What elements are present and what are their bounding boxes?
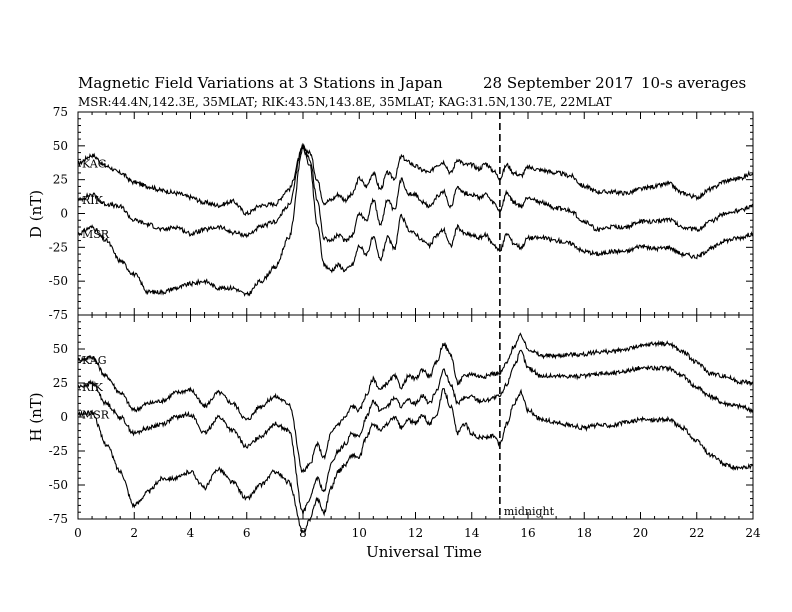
- h-y-tick-label: 50: [53, 342, 68, 356]
- x-axis-label: Universal Time: [366, 543, 482, 561]
- date-label: 28 September 2017: [483, 74, 633, 92]
- x-tick-label: 22: [689, 526, 704, 540]
- midnight-label: midnight: [504, 505, 555, 518]
- h-x-axis: 0 2 4 6 8 10 12 14 16 18 20 22 24: [74, 315, 761, 540]
- h-series-kag: [77, 332, 754, 474]
- x-tick-label: 4: [187, 526, 195, 540]
- x-tick-label: 2: [130, 526, 138, 540]
- d-y-tick-label: 0: [60, 207, 68, 221]
- h-series-msr: [77, 387, 754, 534]
- figure-title: Magnetic Field Variations at 3 Stations …: [78, 74, 443, 92]
- h-y-tick-label: 0: [60, 410, 68, 424]
- h-station-labels: KAG RIK MSR: [82, 354, 110, 421]
- x-tick-label: 6: [243, 526, 251, 540]
- x-tick-label: 8: [299, 526, 307, 540]
- x-tick-label: 18: [577, 526, 592, 540]
- d-y-tick-label: -75: [49, 308, 68, 322]
- averaging-label: 10-s averages: [641, 74, 746, 92]
- x-tick-label: 12: [408, 526, 423, 540]
- x-tick-label: 24: [745, 526, 761, 540]
- h-series-group: [77, 332, 754, 534]
- d-y-tick-label: 25: [53, 173, 68, 187]
- h-series-rik: [77, 349, 754, 515]
- d-station-labels: KAG RIK MSR: [82, 157, 110, 240]
- d-y-tick-label: -25: [49, 240, 68, 254]
- d-series-group: [77, 142, 754, 297]
- d-station-label-msr: MSR: [82, 228, 110, 241]
- h-y-tick-label: -50: [49, 478, 68, 492]
- x-tick-label: 10: [352, 526, 367, 540]
- d-series-msr: [77, 146, 754, 297]
- d-y-tick-label: -50: [49, 274, 68, 288]
- d-y-axis: 75 50 25 0 -25 -50 -75: [49, 105, 753, 322]
- x-tick-label: 14: [464, 526, 480, 540]
- x-tick-label: 16: [520, 526, 535, 540]
- d-station-label-kag: KAG: [82, 157, 107, 170]
- h-y-tick-label: -75: [49, 512, 68, 526]
- x-tick-label: 0: [74, 526, 82, 540]
- d-series-kag: [77, 146, 754, 217]
- h-station-label-kag: KAG: [82, 354, 107, 367]
- stations-line: MSR:44.4N,142.3E, 35MLAT; RIK:43.5N,143.…: [78, 95, 612, 109]
- h-y-tick-label: -25: [49, 444, 68, 458]
- d-y-tick-label: 75: [53, 105, 68, 119]
- x-tick-label: 20: [633, 526, 648, 540]
- d-y-tick-label: 50: [53, 139, 68, 153]
- h-y-tick-label: 25: [53, 376, 68, 390]
- h-station-label-msr: MSR: [82, 408, 110, 421]
- h-y-axis-label: H (nT): [27, 392, 45, 441]
- h-station-label-rik: RIK: [82, 381, 104, 394]
- d-y-axis-label: D (nT): [27, 190, 45, 238]
- d-station-label-rik: RIK: [82, 194, 104, 207]
- d-series-rik: [77, 142, 754, 243]
- h-y-axis: 50 25 0 -25 -50 -75: [49, 321, 753, 526]
